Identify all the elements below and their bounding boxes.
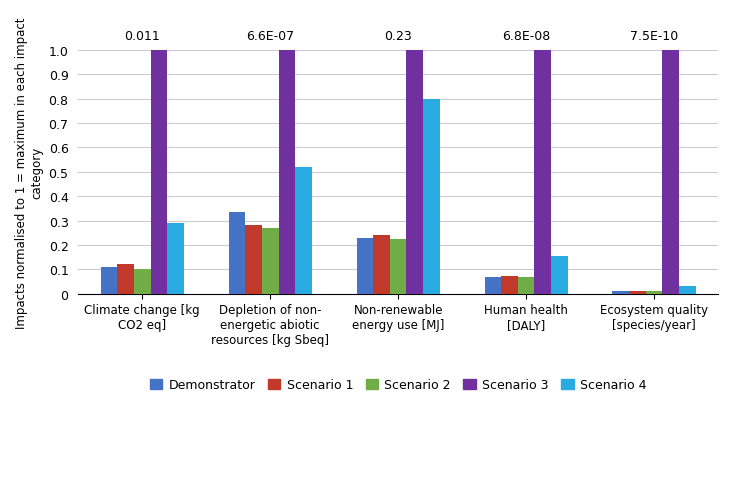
Bar xyxy=(501,277,517,294)
Bar xyxy=(246,226,262,294)
Bar xyxy=(407,51,423,294)
Bar xyxy=(646,292,663,294)
Bar xyxy=(629,291,646,294)
Bar xyxy=(229,212,246,294)
Bar xyxy=(534,51,551,294)
Bar xyxy=(517,278,534,294)
Bar xyxy=(373,236,390,294)
Text: 7.5E-10: 7.5E-10 xyxy=(630,30,678,43)
Text: 0.23: 0.23 xyxy=(384,30,412,43)
Y-axis label: Impacts normalised to 1 = maximum in each impact
category: Impacts normalised to 1 = maximum in eac… xyxy=(15,17,43,328)
Bar xyxy=(551,257,567,294)
Bar xyxy=(663,51,679,294)
Bar xyxy=(423,99,440,294)
Bar xyxy=(117,265,134,294)
Bar xyxy=(295,167,312,294)
Text: 0.011: 0.011 xyxy=(125,30,160,43)
Bar xyxy=(150,51,167,294)
Bar xyxy=(167,224,184,294)
Legend: Demonstrator, Scenario 1, Scenario 2, Scenario 3, Scenario 4: Demonstrator, Scenario 1, Scenario 2, Sc… xyxy=(145,374,652,396)
Bar xyxy=(485,277,501,294)
Bar xyxy=(356,238,373,294)
Text: 6.6E-07: 6.6E-07 xyxy=(246,30,294,43)
Text: 6.8E-08: 6.8E-08 xyxy=(502,30,550,43)
Bar xyxy=(100,267,117,294)
Bar xyxy=(134,270,150,294)
Bar xyxy=(679,286,696,294)
Bar xyxy=(279,51,295,294)
Bar xyxy=(390,240,407,294)
Bar xyxy=(613,291,629,294)
Bar xyxy=(262,229,279,294)
